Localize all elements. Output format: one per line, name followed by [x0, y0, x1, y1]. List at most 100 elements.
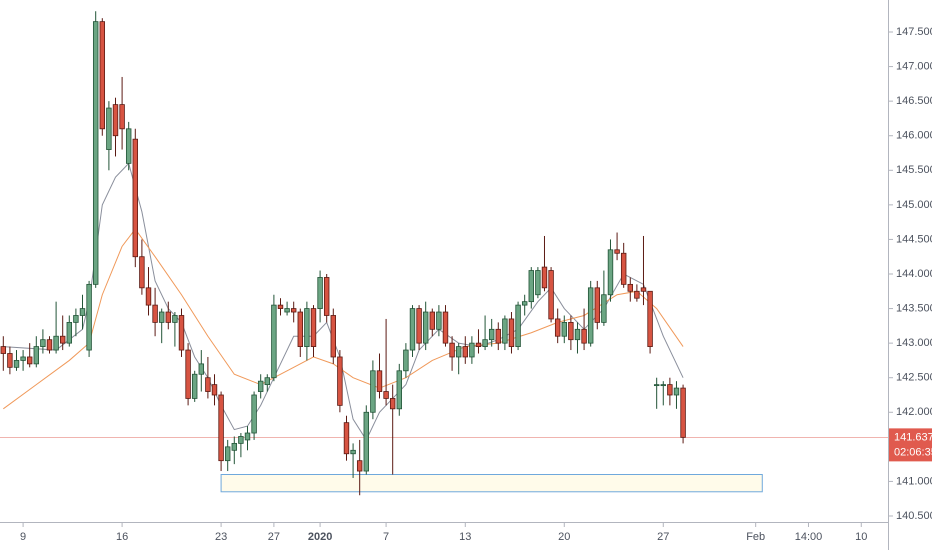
last-price-label: 141.637 [894, 431, 932, 443]
x-tick-label: 13 [459, 531, 471, 543]
countdown-label: 02:06:35 [894, 446, 932, 458]
candle-body [20, 356, 26, 361]
candle-body [594, 287, 600, 323]
candle-body [304, 308, 310, 347]
candle-body [673, 387, 680, 396]
zone-rectangle [220, 474, 763, 493]
candle-body [350, 449, 356, 455]
candle-body [132, 138, 139, 258]
candle-body [257, 380, 264, 392]
candle-body [198, 363, 205, 375]
candle-body [0, 346, 7, 354]
y-tick-label: 145.000 [896, 199, 932, 211]
candle-body [363, 411, 369, 472]
candle-body [185, 349, 191, 399]
y-tick-label: 140.500 [896, 510, 932, 522]
candle-body [653, 384, 660, 387]
candle-body [211, 384, 218, 396]
candle-body [561, 321, 567, 337]
y-tick-label: 143.000 [896, 337, 932, 349]
candle-body [251, 394, 257, 434]
x-tick-label: 16 [116, 531, 128, 543]
candle-body [172, 315, 178, 323]
last-price-label-box [889, 428, 932, 462]
candle-body [462, 346, 468, 358]
candle-body [337, 356, 343, 406]
candle-body [46, 339, 53, 351]
candle-body [92, 21, 99, 285]
candle-body [86, 283, 92, 351]
candle-body [13, 360, 20, 368]
candle-body [634, 290, 640, 299]
candle-body [601, 294, 607, 323]
candle-body [548, 270, 554, 320]
candle-body [389, 398, 396, 410]
candle-body [422, 311, 429, 344]
x-tick-label: 27 [268, 531, 280, 543]
y-tick-label: 145.500 [896, 164, 932, 176]
candle-body [442, 311, 449, 344]
y-tick-label: 147.000 [896, 60, 932, 72]
candle-body [449, 342, 455, 358]
candle-body [290, 308, 297, 313]
candle-body [99, 21, 106, 130]
y-tick-label: 144.000 [896, 268, 932, 280]
candle-body [614, 249, 620, 254]
candle-body [343, 422, 350, 455]
candle-body [356, 460, 363, 472]
candle-body [475, 342, 482, 347]
candle-body [178, 315, 185, 351]
candle-body [515, 304, 521, 347]
candle-body [647, 290, 653, 347]
x-tick-label: 2020 [308, 531, 332, 543]
candle-body [152, 304, 158, 323]
candle-body [482, 339, 488, 347]
candle-body [488, 328, 495, 341]
candle-body [416, 308, 422, 344]
candle-body [403, 349, 409, 372]
candle-body [33, 346, 40, 365]
x-tick-label: 23 [215, 531, 227, 543]
candle-body [568, 321, 574, 341]
candle-body [535, 270, 541, 296]
candle-body [125, 128, 132, 164]
candle-body [106, 107, 112, 150]
candle-body [191, 373, 198, 399]
candle-body [7, 353, 13, 368]
x-tick-label: 9 [20, 531, 26, 543]
x-tick-label: 14:00 [795, 531, 823, 543]
candle-body [620, 252, 627, 285]
candle-body [574, 328, 581, 341]
y-tick-label: 144.500 [896, 233, 932, 245]
candle-body [521, 301, 528, 306]
candle-body [409, 308, 416, 351]
candle-body [455, 346, 462, 358]
candle-body [264, 377, 271, 386]
y-tick-label: 146.000 [896, 130, 932, 142]
candle-body [330, 315, 336, 358]
candle-body [660, 384, 666, 387]
candle-body [323, 277, 330, 316]
candle-body [581, 328, 587, 344]
candle-body [541, 266, 548, 289]
candle-body [238, 436, 244, 444]
candle-body [297, 311, 303, 347]
candle-body [66, 321, 73, 344]
candle-body [277, 304, 284, 309]
x-tick-label: 7 [383, 531, 389, 543]
candle-body [667, 384, 673, 396]
candle-body [680, 387, 686, 438]
candle-body [383, 391, 389, 399]
candle-body [59, 335, 66, 344]
y-tick-label: 143.500 [896, 302, 932, 314]
candle-body [224, 446, 231, 462]
candle-body [231, 442, 238, 451]
candle-body [53, 335, 59, 351]
candle-body [139, 256, 145, 289]
candle-body [627, 283, 633, 292]
candle-body [508, 318, 515, 347]
y-tick-label: 142.500 [896, 372, 932, 384]
candle-body [112, 104, 119, 137]
candle-body [376, 370, 383, 392]
